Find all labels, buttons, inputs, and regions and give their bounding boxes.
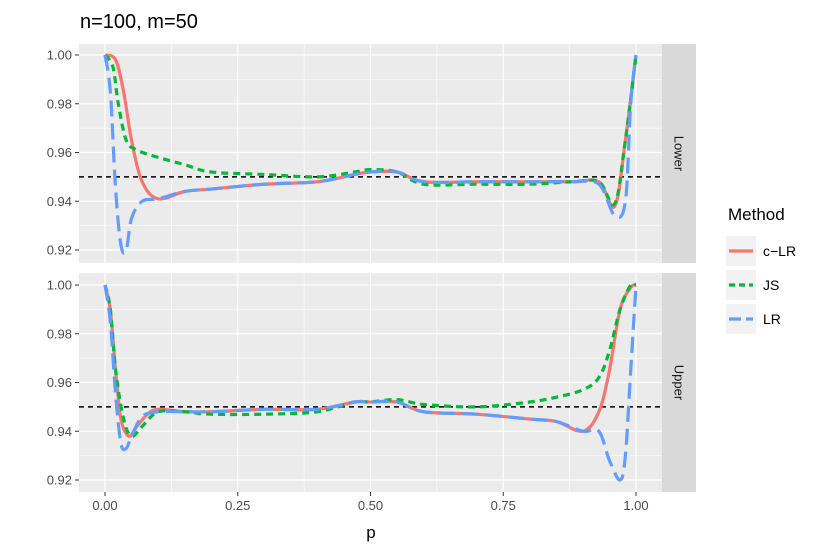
legend-label: JS <box>763 277 779 293</box>
x-tick-label: 0.50 <box>358 498 383 513</box>
series-group <box>103 53 638 255</box>
chart-title: n=100, m=50 <box>80 11 198 33</box>
panel-lower: 0.92 0.94 0.96 0.98 1.00 Lower <box>47 44 696 263</box>
x-tick-label: 1.00 <box>623 498 648 513</box>
strip-label: Upper <box>672 365 687 401</box>
strip-background <box>662 44 696 263</box>
series-line-lr <box>103 284 638 482</box>
y-tick-label: 0.94 <box>47 424 72 439</box>
y-tick-label: 0.96 <box>47 145 72 160</box>
y-tick-label: 0.92 <box>47 473 72 488</box>
y-tick-label: 1.00 <box>47 278 72 293</box>
legend-title: Method <box>728 205 785 224</box>
x-tick-label: 0.25 <box>225 498 250 513</box>
y-tick-label: 0.94 <box>47 194 72 209</box>
series-line-js <box>103 53 638 207</box>
series-group <box>103 281 638 482</box>
y-tick-label: 0.98 <box>47 326 72 341</box>
x-axis: 0.00 0.25 0.50 0.75 1.00 <box>92 492 649 513</box>
strip-background <box>662 273 696 492</box>
panel-upper: 0.92 0.94 0.96 0.98 1.00 Upper <box>47 273 696 492</box>
x-tick-label: 0.75 <box>491 498 516 513</box>
x-tick-label: 0.00 <box>92 498 117 513</box>
x-axis-title: p <box>366 523 375 542</box>
y-tick-label: 0.96 <box>47 375 72 390</box>
legend-label: LR <box>763 311 781 327</box>
series-line-lr <box>103 54 638 255</box>
y-tick-label: 1.00 <box>47 48 72 63</box>
legend-label: c−LR <box>763 243 796 259</box>
legend: Method c−LR JS LR <box>726 205 796 334</box>
y-tick-label: 0.98 <box>47 96 72 111</box>
y-tick-label: 0.92 <box>47 243 72 258</box>
facet-panels: 0.920.940.960.981.00Lower0.920.940.960.9… <box>47 44 696 492</box>
strip-label: Lower <box>672 136 687 172</box>
